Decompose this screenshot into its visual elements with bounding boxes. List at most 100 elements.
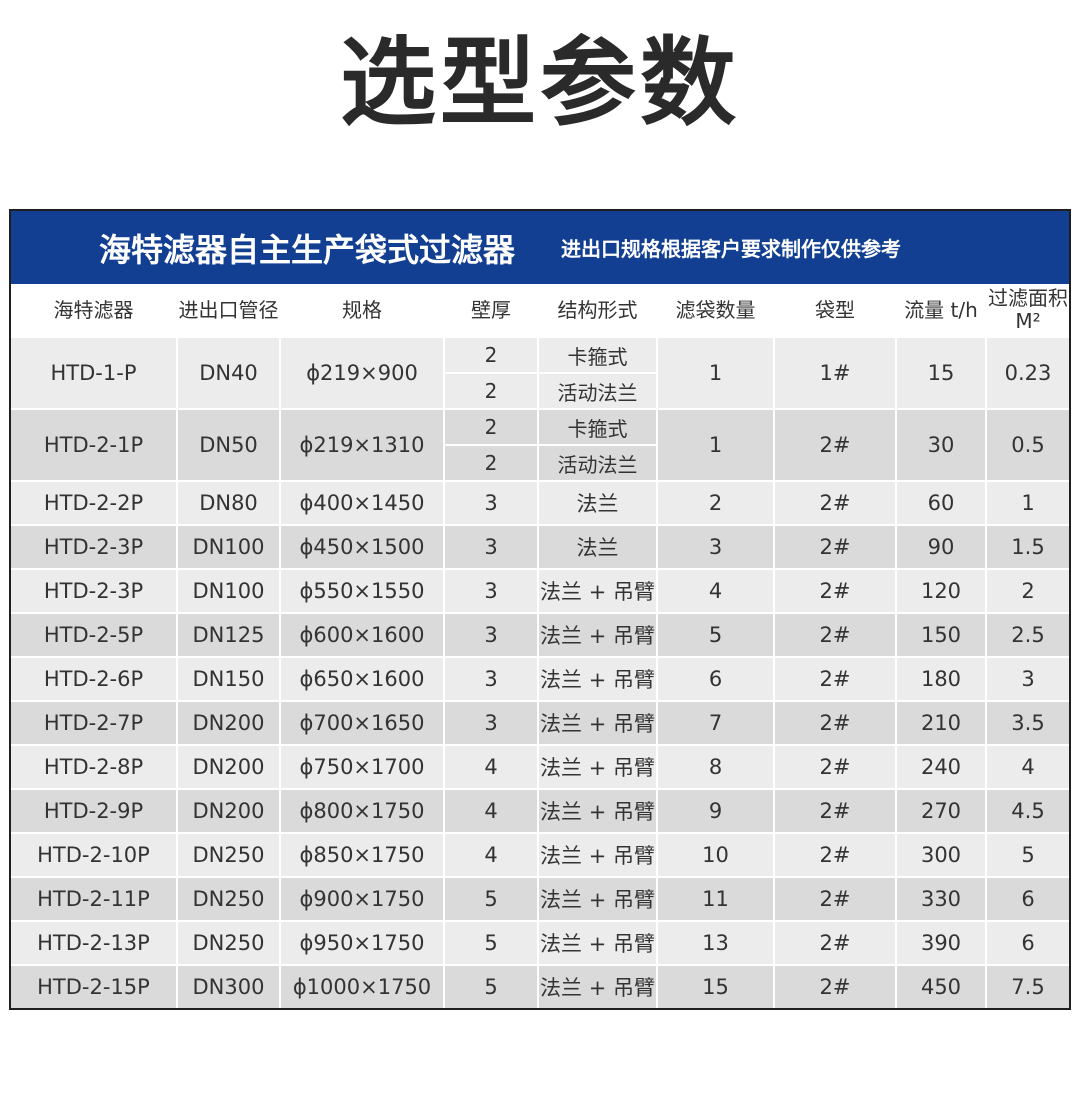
cell-spec: ϕ450×1500: [279, 524, 445, 570]
cell-thickness: 3: [443, 568, 539, 614]
cell-bag-count: 6: [656, 656, 775, 702]
cell-flow: 150: [895, 612, 987, 658]
cell-flow: 450: [895, 964, 987, 1008]
cell-spec: ϕ219×900: [279, 336, 445, 410]
cell-structure: 卡箍式: [537, 408, 658, 446]
cell-area: 1: [985, 480, 1069, 526]
cell-bag-count: 13: [656, 920, 775, 966]
spec-grid: 海特滤器 进出口管径 规格 壁厚 结构形式 滤袋数量 袋型 流量 t/h 过滤面…: [11, 284, 1069, 1008]
header-bag-count: 滤袋数量: [656, 284, 775, 338]
cell-thickness: 4: [443, 832, 539, 878]
cell-model: HTD-2-5P: [11, 612, 178, 658]
cell-flow: 120: [895, 568, 987, 614]
cell-bag-count: 9: [656, 788, 775, 834]
cell-model: HTD-2-1P: [11, 408, 178, 482]
cell-thickness: 3: [443, 656, 539, 702]
cell-bag-count: 7: [656, 700, 775, 746]
cell-spec: ϕ1000×1750: [279, 964, 445, 1008]
cell-model: HTD-2-9P: [11, 788, 178, 834]
cell-spec: ϕ800×1750: [279, 788, 445, 834]
cell-bag-type: 2#: [773, 408, 897, 482]
cell-port-size: DN300: [176, 964, 281, 1008]
cell-thickness: 3: [443, 700, 539, 746]
table-row: HTD-2-6P DN150 ϕ650×1600 3 法兰 + 吊臂 6 2# …: [11, 656, 1069, 702]
cell-model: HTD-2-7P: [11, 700, 178, 746]
cell-structure: 法兰 + 吊臂: [537, 964, 658, 1008]
cell-area: 0.5: [985, 408, 1069, 482]
cell-bag-type: 2#: [773, 700, 897, 746]
cell-flow: 210: [895, 700, 987, 746]
cell-bag-type: 2#: [773, 788, 897, 834]
cell-thickness: 3: [443, 480, 539, 526]
cell-area: 7.5: [985, 964, 1069, 1008]
cell-structure: 法兰 + 吊臂: [537, 920, 658, 966]
cell-bag-count: 11: [656, 876, 775, 922]
cell-bag-count: 1: [656, 408, 775, 482]
cell-thickness: 2: [443, 408, 539, 446]
page-title: 选型参数: [340, 27, 740, 139]
cell-thickness: 2: [443, 336, 539, 374]
cell-bag-count: 10: [656, 832, 775, 878]
table-row: HTD-2-13P DN250 ϕ950×1750 5 法兰 + 吊臂 13 2…: [11, 920, 1069, 966]
cell-structure: 法兰 + 吊臂: [537, 700, 658, 746]
table-row: HTD-2-11P DN250 ϕ900×1750 5 法兰 + 吊臂 11 2…: [11, 876, 1069, 922]
cell-model: HTD-2-15P: [11, 964, 178, 1008]
cell-structure: 法兰 + 吊臂: [537, 876, 658, 922]
table-row: HTD-2-2P DN80 ϕ400×1450 3 法兰 2 2# 60 1: [11, 480, 1069, 526]
cell-bag-count: 1: [656, 336, 775, 410]
cell-thickness: 4: [443, 744, 539, 790]
cell-model: HTD-2-3P: [11, 524, 178, 570]
cell-spec: ϕ550×1550: [279, 568, 445, 614]
cell-spec: ϕ650×1600: [279, 656, 445, 702]
spec-table: 海特滤器自主生产袋式过滤器 进出口规格根据客户要求制作仅供参考 海特滤器 进出口…: [9, 209, 1071, 1010]
cell-spec: ϕ900×1750: [279, 876, 445, 922]
cell-bag-type: 1#: [773, 336, 897, 410]
cell-flow: 390: [895, 920, 987, 966]
cell-bag-type: 2#: [773, 612, 897, 658]
header-bag-type: 袋型: [773, 284, 897, 338]
header-area: 过滤面积 M²: [985, 284, 1069, 338]
cell-port-size: DN80: [176, 480, 281, 526]
cell-area: 3: [985, 656, 1069, 702]
cell-bag-count: 8: [656, 744, 775, 790]
cell-port-size: DN100: [176, 568, 281, 614]
header-port-size: 进出口管径: [176, 284, 281, 338]
cell-spec: ϕ850×1750: [279, 832, 445, 878]
cell-model: HTD-2-10P: [11, 832, 178, 878]
cell-structure: 法兰 + 吊臂: [537, 568, 658, 614]
header-spec: 规格: [279, 284, 445, 338]
cell-area: 4: [985, 744, 1069, 790]
header-thickness: 壁厚: [443, 284, 539, 338]
cell-structure: 卡箍式: [537, 336, 658, 374]
cell-area: 5: [985, 832, 1069, 878]
cell-structure: 法兰: [537, 480, 658, 526]
cell-spec: ϕ400×1450: [279, 480, 445, 526]
cell-thickness: 5: [443, 964, 539, 1008]
cell-flow: 300: [895, 832, 987, 878]
cell-port-size: DN200: [176, 744, 281, 790]
cell-port-size: DN125: [176, 612, 281, 658]
cell-structure: 法兰: [537, 524, 658, 570]
table-row: HTD-2-10P DN250 ϕ850×1750 4 法兰 + 吊臂 10 2…: [11, 832, 1069, 878]
cell-spec: ϕ600×1600: [279, 612, 445, 658]
table-row: HTD-2-7P DN200 ϕ700×1650 3 法兰 + 吊臂 7 2# …: [11, 700, 1069, 746]
cell-model: HTD-2-13P: [11, 920, 178, 966]
cell-bag-type: 2#: [773, 656, 897, 702]
cell-area: 4.5: [985, 788, 1069, 834]
cell-thickness: 5: [443, 876, 539, 922]
table-banner: 海特滤器自主生产袋式过滤器 进出口规格根据客户要求制作仅供参考: [11, 211, 1069, 284]
cell-bag-type: 2#: [773, 832, 897, 878]
cell-area: 0.23: [985, 336, 1069, 410]
cell-structure: 法兰 + 吊臂: [537, 656, 658, 702]
cell-area: 1.5: [985, 524, 1069, 570]
table-row: HTD-2-3P DN100 ϕ550×1550 3 法兰 + 吊臂 4 2# …: [11, 568, 1069, 614]
cell-thickness: 5: [443, 920, 539, 966]
table-row: HTD-2-15P DN300 ϕ1000×1750 5 法兰 + 吊臂 15 …: [11, 964, 1069, 1008]
cell-flow: 30: [895, 408, 987, 482]
cell-thickness: 2: [444, 444, 539, 481]
cell-model: HTD-2-11P: [11, 876, 178, 922]
cell-bag-type: 2#: [773, 524, 897, 570]
cell-bag-type: 2#: [773, 480, 897, 526]
cell-flow: 15: [895, 336, 987, 410]
cell-area: 6: [985, 920, 1069, 966]
